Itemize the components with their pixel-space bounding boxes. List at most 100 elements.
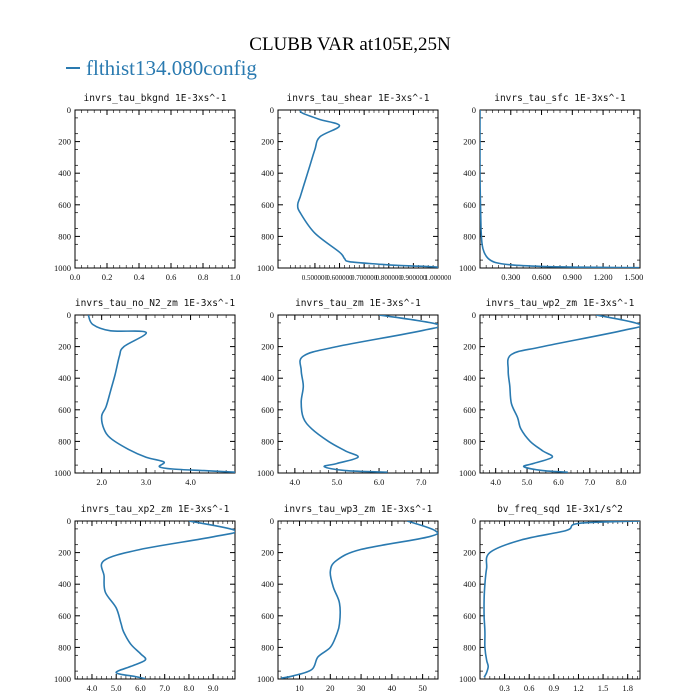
x-tick-label: 0.0 [70, 272, 81, 282]
series-line [506, 315, 640, 473]
y-tick-label: 200 [463, 137, 476, 147]
series-line [483, 521, 640, 678]
panel-title: invrs_tau_wp2_zm 1E-3xs^-1 [486, 298, 635, 309]
panel-title: invrs_tau_zm 1E-3xs^-1 [295, 298, 421, 309]
panel-6: invrs_tau_wp2_zm 1E-3xs^-1 0 200 400 600 800 1… [459, 298, 641, 487]
plot-frame [479, 520, 641, 680]
y-tick-label: 0 [270, 105, 274, 115]
panel-title: invrs_tau_shear 1E-3xs^-1 [287, 93, 430, 104]
y-tick-label: 800 [58, 436, 71, 446]
y-tick-label: 400 [463, 373, 476, 383]
x-tick-label: 0.3 [499, 683, 510, 693]
y-tick-label: 600 [58, 405, 71, 415]
x-tick-label: 0.9 [549, 683, 560, 693]
x-tick-label: 7.0 [159, 683, 170, 693]
y-tick-label: 0 [472, 310, 476, 320]
x-tick-label: 50 [418, 683, 427, 693]
x-tick-label: 5.0 [332, 477, 343, 487]
y-tick-label: 1000 [54, 263, 71, 273]
y-tick-label: 800 [463, 231, 476, 241]
x-tick-label: 4.0 [490, 477, 501, 487]
y-tick-label: 600 [261, 200, 274, 210]
plot-frame [74, 109, 236, 269]
y-tick-label: 200 [58, 342, 71, 352]
x-tick-label: 0.900000 [400, 274, 427, 282]
panel-4: invrs_tau_no_N2_zm 1E-3xs^-1 0 200 400 600 80… [54, 298, 236, 487]
x-tick-label: 1.200 [594, 272, 613, 282]
series-line [480, 110, 640, 268]
legend-label: flthist134.080config [86, 56, 257, 80]
y-tick-label: 1000 [459, 263, 476, 273]
y-tick-label: 1000 [257, 263, 274, 273]
y-tick-label: 200 [261, 548, 274, 558]
x-tick-label: 8.0 [616, 477, 627, 487]
y-tick-label: 400 [261, 168, 274, 178]
x-tick-label: 0.700000 [351, 274, 378, 282]
y-tick-label: 400 [58, 579, 71, 589]
series-line [296, 110, 438, 268]
panel-1: invrs_tau_bkgnd 1E-3xs^-1 0 200 400 600 800 10… [54, 93, 240, 282]
x-tick-label: 8.0 [184, 683, 195, 693]
y-tick-label: 800 [261, 436, 274, 446]
legend: flthist134.080config [66, 56, 257, 81]
x-tick-label: 2.0 [96, 477, 107, 487]
y-tick-label: 800 [463, 436, 476, 446]
panel-2: invrs_tau_shear 1E-3xs^-1 0 200 400 600 800 10… [257, 93, 452, 282]
y-tick-label: 600 [261, 611, 274, 621]
x-tick-label: 0.2 [102, 272, 113, 282]
y-tick-label: 400 [58, 168, 71, 178]
panel-title: bv_freq_sqd 1E-3x1/s^2 [497, 504, 623, 515]
x-tick-label: 1.0 [230, 272, 241, 282]
plot-frame [479, 109, 641, 269]
x-tick-label: 5.0 [522, 477, 533, 487]
x-tick-label: 6.0 [135, 683, 146, 693]
plot-frame [479, 314, 641, 474]
y-tick-label: 200 [463, 342, 476, 352]
y-tick-label: 800 [261, 642, 274, 652]
plot-frame [277, 520, 439, 680]
panel-9: bv_freq_sqd 1E-3x1/s^2 0 200 400 600 800 1000 0… [459, 504, 641, 693]
y-tick-label: 1000 [257, 468, 274, 478]
y-tick-label: 0 [270, 310, 274, 320]
plot-frame [74, 314, 236, 474]
x-tick-label: 0.600 [532, 272, 551, 282]
panel-5: invrs_tau_zm 1E-3xs^-1 0 200 400 600 800 1000 4… [257, 298, 439, 487]
series-line [299, 315, 438, 473]
panel-title: invrs_tau_wp3_zm 1E-3xs^-1 [284, 504, 433, 515]
y-tick-label: 600 [463, 200, 476, 210]
panel-title: invrs_tau_bkgnd 1E-3xs^-1 [84, 93, 227, 104]
y-tick-label: 0 [67, 105, 71, 115]
y-tick-label: 1000 [54, 468, 71, 478]
x-tick-label: 0.6 [166, 272, 177, 282]
y-tick-label: 400 [261, 579, 274, 589]
x-tick-label: 10 [295, 683, 304, 693]
x-tick-label: 1.000000 [425, 274, 452, 282]
series-line [87, 315, 235, 473]
y-tick-label: 600 [58, 611, 71, 621]
x-tick-label: 6.0 [553, 477, 564, 487]
x-tick-label: 7.0 [584, 477, 595, 487]
page-title: CLUBB VAR at105E,25N [249, 34, 451, 55]
x-tick-label: 0.500000 [302, 274, 329, 282]
x-tick-label: 0.600000 [326, 274, 353, 282]
panel-title: invrs_tau_sfc 1E-3xs^-1 [494, 93, 626, 104]
x-tick-label: 40 [388, 683, 397, 693]
y-tick-label: 200 [463, 548, 476, 558]
y-tick-label: 400 [58, 373, 71, 383]
y-tick-label: 0 [67, 516, 71, 526]
x-tick-label: 9.0 [208, 683, 219, 693]
legend-line-marker [66, 67, 80, 70]
y-tick-label: 800 [261, 231, 274, 241]
y-tick-label: 0 [67, 310, 71, 320]
x-tick-label: 1.2 [573, 683, 584, 693]
plot-frame [277, 314, 439, 474]
x-tick-label: 4.0 [185, 477, 196, 487]
panel-title: invrs_tau_xp2_zm 1E-3xs^-1 [81, 504, 230, 515]
x-tick-label: 1.5 [598, 683, 609, 693]
y-tick-label: 600 [463, 405, 476, 415]
y-tick-label: 200 [261, 342, 274, 352]
y-tick-label: 1000 [54, 674, 71, 684]
y-tick-label: 200 [58, 548, 71, 558]
x-tick-label: 1.500 [624, 272, 643, 282]
panel-3: invrs_tau_sfc 1E-3xs^-1 0 200 400 600 800 1000… [459, 93, 643, 282]
